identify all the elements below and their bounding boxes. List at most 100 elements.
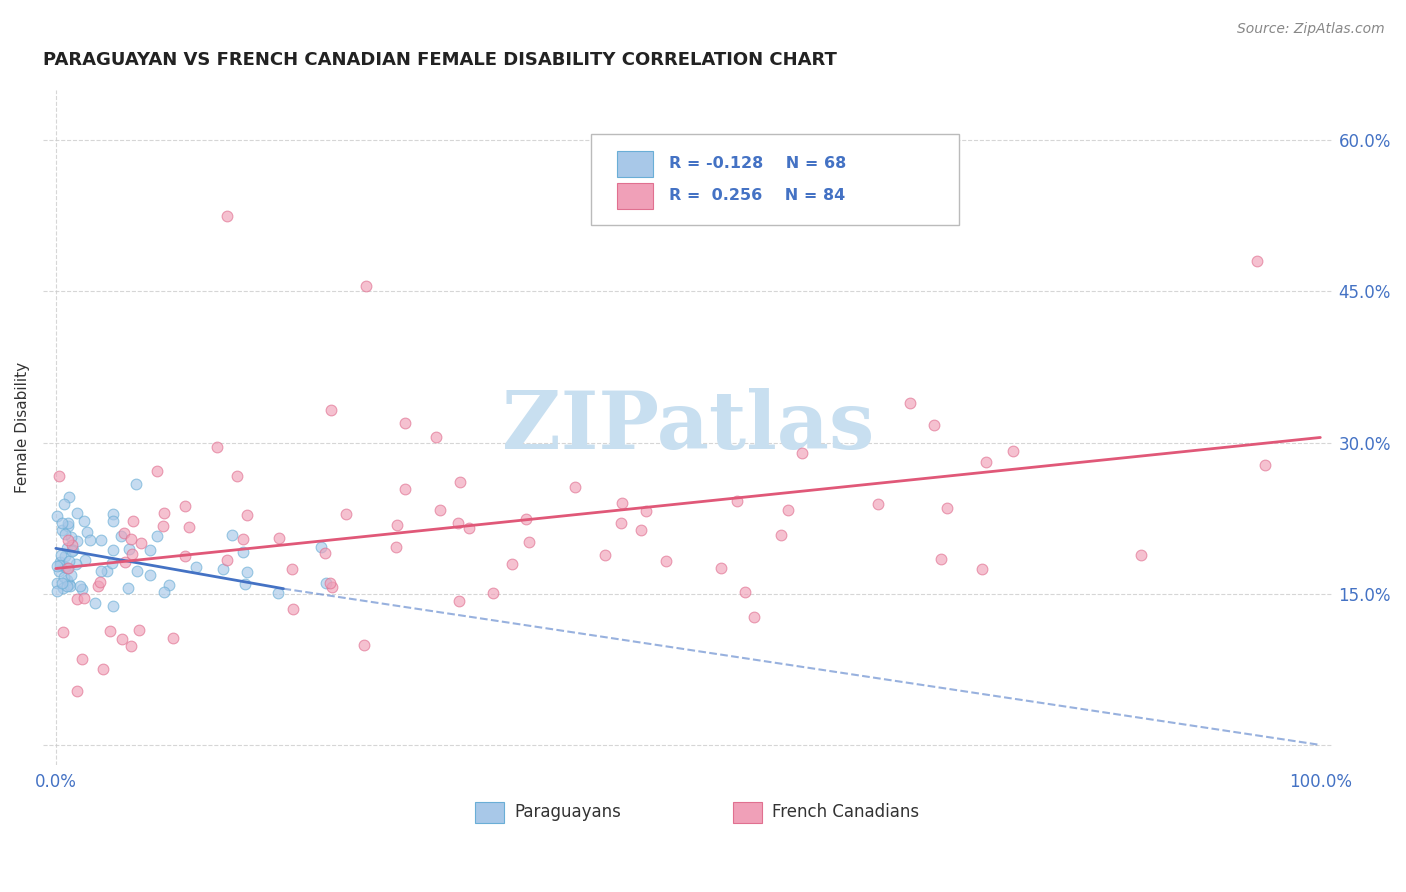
- Text: French Canadians: French Canadians: [772, 804, 920, 822]
- Bar: [617, 151, 654, 177]
- Point: [205, 440, 228, 454]
- Point: [112, 526, 135, 541]
- Point: [56, 516, 79, 530]
- Point: [394, 417, 416, 431]
- Point: [974, 455, 997, 469]
- Point: [929, 552, 952, 566]
- Point: [53, 497, 76, 511]
- Point: [790, 446, 813, 460]
- Bar: [733, 802, 762, 822]
- Point: [90, 533, 112, 547]
- Point: [55, 541, 77, 556]
- Point: [233, 576, 256, 591]
- Point: [146, 529, 169, 543]
- Point: [66, 534, 89, 549]
- Point: [58, 490, 80, 504]
- Point: [70, 652, 93, 666]
- Point: [83, 596, 105, 610]
- Point: [60, 538, 83, 552]
- Point: [898, 396, 921, 410]
- Point: [636, 504, 658, 518]
- Point: [212, 562, 235, 576]
- Point: [56, 519, 79, 533]
- Point: [53, 560, 76, 574]
- Point: [49, 555, 72, 569]
- Point: [46, 575, 69, 590]
- Point: [79, 533, 101, 547]
- Text: Paraguayans: Paraguayans: [515, 804, 621, 822]
- Point: [101, 599, 124, 614]
- Point: [53, 526, 76, 541]
- Point: [58, 576, 80, 591]
- Point: [353, 638, 375, 652]
- Text: Source: ZipAtlas.com: Source: ZipAtlas.com: [1237, 22, 1385, 37]
- Point: [501, 558, 523, 572]
- Point: [515, 512, 537, 526]
- Point: [127, 564, 149, 578]
- Point: [157, 578, 180, 592]
- Point: [59, 579, 82, 593]
- Point: [51, 523, 73, 537]
- Point: [593, 549, 616, 563]
- Point: [73, 591, 96, 605]
- Point: [517, 534, 540, 549]
- Point: [52, 581, 75, 595]
- Point: [145, 464, 167, 478]
- Point: [776, 502, 799, 516]
- Point: [384, 540, 406, 554]
- Point: [139, 567, 162, 582]
- Point: [52, 625, 75, 640]
- Point: [111, 632, 134, 646]
- Point: [1001, 443, 1024, 458]
- Point: [128, 623, 150, 637]
- Point: [56, 573, 79, 587]
- Point: [769, 528, 792, 542]
- Point: [121, 514, 143, 528]
- Point: [177, 520, 200, 534]
- Point: [66, 592, 89, 607]
- Point: [734, 585, 756, 599]
- Point: [221, 528, 243, 542]
- Point: [101, 514, 124, 528]
- Point: [321, 580, 343, 594]
- Point: [118, 542, 141, 557]
- Text: R =  0.256    N = 84: R = 0.256 N = 84: [669, 188, 845, 203]
- Point: [612, 496, 634, 510]
- Point: [449, 475, 471, 490]
- Point: [610, 516, 633, 530]
- Point: [139, 542, 162, 557]
- Point: [236, 508, 259, 522]
- Point: [232, 532, 254, 546]
- Point: [309, 541, 332, 555]
- Point: [90, 564, 112, 578]
- Point: [447, 594, 470, 608]
- Point: [91, 662, 114, 676]
- Point: [49, 558, 72, 572]
- Bar: [475, 802, 503, 822]
- Point: [117, 581, 139, 595]
- Point: [69, 579, 91, 593]
- Point: [48, 468, 70, 483]
- Point: [152, 585, 174, 599]
- Point: [76, 524, 98, 539]
- Bar: [617, 183, 654, 209]
- Point: [56, 561, 79, 575]
- Point: [267, 586, 290, 600]
- Y-axis label: Female Disability: Female Disability: [15, 362, 30, 493]
- Point: [1254, 458, 1277, 472]
- Point: [129, 536, 152, 550]
- Point: [49, 548, 72, 562]
- Point: [48, 564, 70, 578]
- Point: [59, 568, 82, 582]
- Point: [70, 582, 93, 596]
- Point: [56, 561, 79, 575]
- Point: [481, 586, 503, 600]
- Point: [225, 469, 247, 483]
- FancyBboxPatch shape: [592, 134, 959, 225]
- Point: [56, 533, 79, 547]
- Text: PARAGUAYAN VS FRENCH CANADIAN FEMALE DISABILITY CORRELATION CHART: PARAGUAYAN VS FRENCH CANADIAN FEMALE DIS…: [44, 51, 837, 69]
- Point: [65, 557, 87, 571]
- Point: [153, 506, 176, 520]
- Point: [103, 542, 125, 557]
- Point: [60, 544, 83, 558]
